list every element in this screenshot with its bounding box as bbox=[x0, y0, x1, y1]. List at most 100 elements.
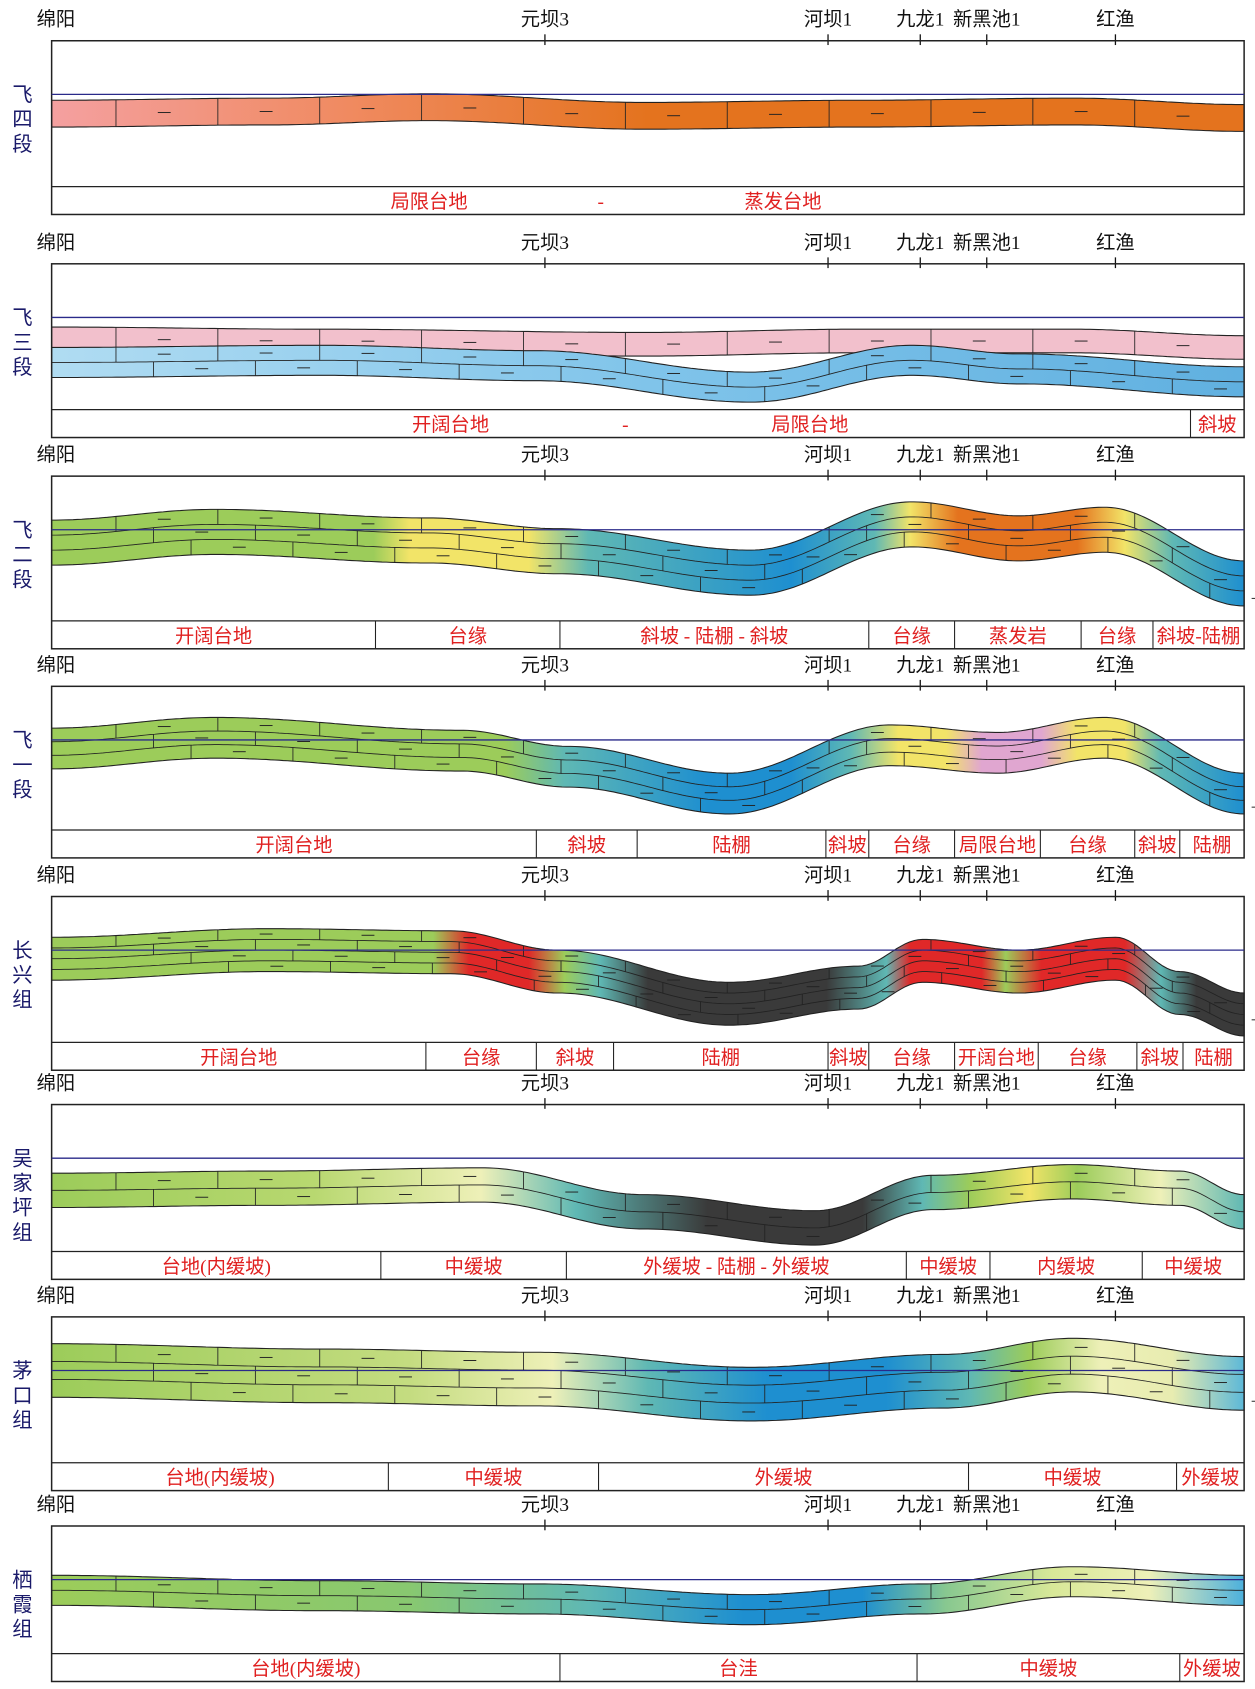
facies-label: 局限台地 bbox=[391, 191, 468, 213]
well-name: 元坝3 bbox=[521, 1494, 569, 1516]
facies-label: 中缓坡 bbox=[445, 1256, 503, 1278]
cross-section-figure: 绵阳元坝3河坝1九龙1新黑池1红渔局限台地-蒸发台地飞四段绵阳元坝3河坝1九龙1… bbox=[0, 0, 1255, 1689]
well-name: 九龙1 bbox=[896, 1073, 944, 1095]
well-name: 河坝1 bbox=[804, 1073, 852, 1095]
well-name: 元坝3 bbox=[521, 654, 569, 676]
facies-label: 蒸发岩 bbox=[989, 625, 1047, 647]
well-name: 河坝1 bbox=[804, 232, 852, 254]
stratum bbox=[52, 1338, 1244, 1421]
facies-label: 中缓坡 bbox=[1019, 1658, 1077, 1680]
facies-label: 斜坡 - 陆棚 - 斜坡 bbox=[640, 625, 788, 647]
facies-label: 局限台地 bbox=[959, 834, 1036, 856]
facies-label: 开阔台地 bbox=[255, 834, 332, 856]
well-name: 绵阳 bbox=[37, 9, 76, 31]
panel-label: 栖霞组 bbox=[8, 1569, 32, 1643]
facies-label: - bbox=[597, 192, 603, 213]
well-name: 新黑池1 bbox=[953, 232, 1021, 254]
well-name: 元坝3 bbox=[521, 864, 569, 886]
well-name: 新黑池1 bbox=[953, 444, 1021, 466]
facies-label: 外缓坡 - 陆棚 - 外缓坡 bbox=[643, 1256, 830, 1278]
well-name: 九龙1 bbox=[896, 9, 944, 31]
stratum bbox=[52, 94, 1244, 132]
panel-label: 吴家坪组 bbox=[8, 1147, 32, 1246]
facies-label: 内缓坡 bbox=[1037, 1256, 1095, 1278]
panel-label: 飞三段 bbox=[8, 307, 32, 381]
facies-label: 台缘 bbox=[892, 834, 931, 856]
facies-label: - bbox=[622, 415, 628, 436]
well-name: 河坝1 bbox=[804, 864, 852, 886]
well-name: 红渔 bbox=[1096, 444, 1135, 466]
facies-label: 斜坡 bbox=[829, 1047, 868, 1069]
facies-label: 斜坡 bbox=[1141, 1047, 1180, 1069]
facies-label: 陆棚 bbox=[712, 834, 751, 856]
stratum bbox=[52, 717, 1244, 814]
well-name: 河坝1 bbox=[804, 1494, 852, 1516]
well-name: 绵阳 bbox=[37, 232, 76, 254]
well-name: 红渔 bbox=[1096, 9, 1135, 31]
well-name: 绵阳 bbox=[37, 444, 76, 466]
facies-label: 斜坡-陆棚 bbox=[1157, 625, 1241, 647]
stratum bbox=[52, 1567, 1244, 1625]
facies-label: 开阔台地 bbox=[412, 414, 489, 436]
facies-label: 斜坡 bbox=[828, 834, 867, 856]
facies-label: 斜坡 bbox=[556, 1047, 595, 1069]
well-name: 新黑池1 bbox=[953, 9, 1021, 31]
facies-label: 外缓坡 bbox=[755, 1467, 813, 1489]
panel-label: 长兴组 bbox=[8, 939, 32, 1013]
facies-label: 台缘 bbox=[462, 1047, 501, 1069]
panel: 绵阳元坝3河坝1九龙1新黑池1红渔台地(内缓坡)中缓坡外缓坡 - 陆棚 - 外缓… bbox=[8, 1073, 1244, 1280]
facies-label: 台缘 bbox=[448, 625, 487, 647]
well-name: 红渔 bbox=[1096, 232, 1135, 254]
panel-label: 茅口组 bbox=[8, 1360, 32, 1434]
well-name: 新黑池1 bbox=[953, 1073, 1021, 1095]
well-name: 元坝3 bbox=[521, 232, 569, 254]
facies-label: 斜坡 bbox=[1198, 414, 1237, 436]
well-name: 新黑池1 bbox=[953, 864, 1021, 886]
well-name: 元坝3 bbox=[521, 444, 569, 466]
well-name: 元坝3 bbox=[521, 9, 569, 31]
facies-label: 开阔台地 bbox=[175, 625, 252, 647]
facies-label: 台缘 bbox=[892, 1047, 931, 1069]
well-name: 红渔 bbox=[1096, 1073, 1135, 1095]
stratum bbox=[52, 929, 1244, 1036]
well-name: 九龙1 bbox=[896, 232, 944, 254]
facies-label: 陆棚 bbox=[701, 1047, 740, 1069]
well-name: 河坝1 bbox=[804, 1285, 852, 1307]
facies-label: 陆棚 bbox=[1194, 1047, 1233, 1069]
facies-label: 台地(内缓坡) bbox=[162, 1256, 271, 1278]
facies-label: 开阔台地 bbox=[200, 1047, 277, 1069]
facies-label: 台缘 bbox=[892, 625, 931, 647]
well-name: 绵阳 bbox=[37, 1285, 76, 1307]
facies-label: 外缓坡 bbox=[1183, 1658, 1241, 1680]
facies-label: 台地(内缓坡) bbox=[251, 1658, 360, 1680]
well-name: 红渔 bbox=[1096, 864, 1135, 886]
well-name: 新黑池1 bbox=[953, 1285, 1021, 1307]
well-name: 绵阳 bbox=[37, 1494, 76, 1516]
well-name: 绵阳 bbox=[37, 864, 76, 886]
facies-label: 中缓坡 bbox=[1044, 1467, 1102, 1489]
panel-label: 飞二段 bbox=[8, 519, 32, 593]
facies-label: 开阔台地 bbox=[958, 1047, 1035, 1069]
well-name: 元坝3 bbox=[521, 1073, 569, 1095]
facies-label: 局限台地 bbox=[771, 414, 848, 436]
well-name: 元坝3 bbox=[521, 1285, 569, 1307]
well-name: 河坝1 bbox=[804, 9, 852, 31]
facies-label: 蒸发台地 bbox=[744, 191, 821, 213]
facies-label: 台地(内缓坡) bbox=[165, 1467, 274, 1489]
well-name: 河坝1 bbox=[804, 444, 852, 466]
facies-label: 台缘 bbox=[1098, 625, 1137, 647]
facies-label: 陆棚 bbox=[1193, 834, 1232, 856]
well-name: 九龙1 bbox=[896, 654, 944, 676]
well-name: 河坝1 bbox=[804, 654, 852, 676]
facies-label: 外缓坡 bbox=[1181, 1467, 1239, 1489]
well-name: 红渔 bbox=[1096, 654, 1135, 676]
facies-label: 中缓坡 bbox=[1164, 1256, 1222, 1278]
panel-label: 飞四段 bbox=[8, 84, 32, 158]
panel-label: 飞一段 bbox=[8, 729, 32, 803]
well-name: 九龙1 bbox=[896, 444, 944, 466]
